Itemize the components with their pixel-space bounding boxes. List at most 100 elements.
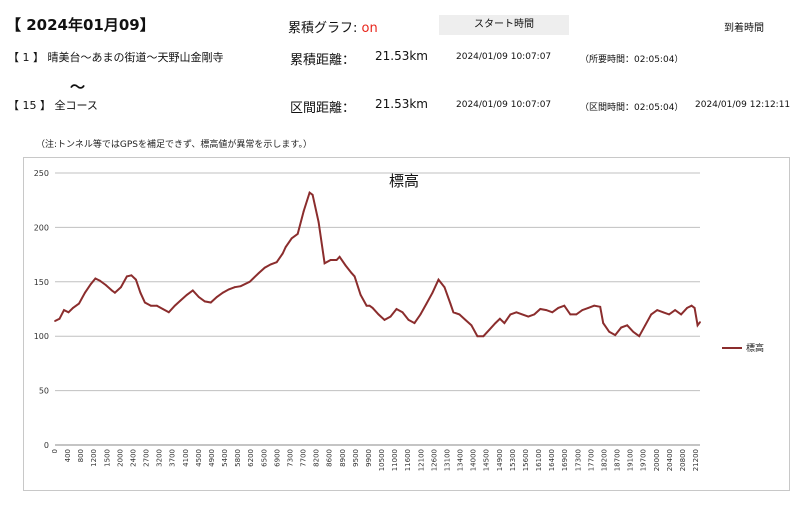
x-tick-label: 12100	[417, 449, 425, 471]
elevation-point	[470, 324, 473, 327]
section-distance-value: 21.53km	[375, 97, 428, 111]
elevation-point	[90, 283, 92, 285]
route-separator: ～	[70, 78, 86, 96]
elevation-point	[335, 259, 338, 261]
arrival-time-label: 到着時間	[724, 23, 764, 34]
y-tick-label: 200	[34, 223, 49, 232]
elevation-point	[350, 272, 353, 274]
x-tick-label: 6900	[273, 449, 281, 467]
elevation-point	[365, 304, 368, 307]
elevation-point	[263, 266, 266, 269]
x-tick-label: 0	[51, 449, 59, 453]
elevation-point	[84, 291, 86, 294]
x-tick-label: 13100	[443, 449, 451, 471]
segment2-start-time: 2024/01/09 10:07:07	[456, 100, 552, 110]
elevation-point	[191, 289, 194, 292]
elevation-point	[587, 307, 590, 309]
elevation-point	[248, 280, 251, 283]
elevation-point	[99, 279, 101, 282]
elevation-point	[120, 286, 122, 289]
elevation-point	[464, 319, 467, 321]
elevation-point	[575, 313, 578, 316]
x-tick-label: 16400	[548, 449, 556, 471]
elevation-point	[437, 278, 440, 281]
elevation-point	[401, 311, 404, 314]
elevation-point	[693, 307, 696, 309]
x-tick-label: 6500	[260, 449, 268, 467]
elevation-point	[608, 330, 611, 333]
elevation-point	[452, 311, 455, 314]
elevation-point	[338, 255, 341, 258]
elevation-point	[215, 296, 218, 298]
x-tick-label: 1200	[90, 449, 98, 467]
elevation-point	[63, 309, 65, 311]
elevation-point	[599, 305, 602, 308]
elevation-point	[221, 291, 224, 294]
elevation-point	[521, 313, 524, 316]
x-tick-label: 11000	[391, 449, 399, 471]
elevation-point	[257, 272, 260, 274]
elevation-point	[551, 311, 554, 314]
elevation-point	[680, 313, 682, 316]
elevation-point	[54, 320, 56, 322]
elevation-point	[150, 304, 152, 307]
elevation-point	[539, 308, 542, 310]
elevation-point	[114, 291, 116, 294]
elevation-point	[359, 294, 362, 296]
x-tick-label: 12600	[430, 449, 438, 471]
elevation-point	[650, 313, 653, 316]
elevation-point	[668, 313, 670, 316]
x-tick-label: 14500	[483, 449, 491, 471]
x-tick-label: 8200	[313, 449, 321, 467]
elevation-point	[329, 259, 332, 261]
segment1-route: 【 1 】 晴美台～あまの街道～天野山金剛寺	[8, 51, 224, 64]
elevation-point	[368, 304, 371, 307]
elevation-point	[353, 275, 356, 278]
elevation-point	[311, 193, 314, 196]
elevation-point	[419, 313, 422, 316]
elevation-point	[239, 285, 242, 288]
x-tick-label: 18700	[614, 449, 622, 471]
cumulative-graph-state: on	[361, 21, 378, 36]
x-tick-label: 17700	[587, 449, 595, 471]
elevation-point	[476, 335, 479, 338]
x-tick-label: 7300	[286, 449, 294, 467]
elevation-point	[515, 311, 518, 314]
segment1-start-time: 2024/01/09 10:07:07	[456, 52, 552, 62]
elevation-point	[203, 300, 206, 303]
trip-date: 【 2024年01月09】	[6, 16, 155, 34]
elevation-point	[78, 302, 80, 305]
x-tick-label: 13400	[457, 449, 465, 471]
x-tick-label: 6200	[247, 449, 255, 467]
elevation-point	[407, 319, 410, 321]
chart-title: 標高	[389, 172, 419, 190]
x-tick-label: 800	[77, 449, 85, 462]
start-time-button[interactable]: スタート時間	[439, 15, 569, 35]
x-tick-label: 8900	[339, 449, 347, 467]
elevation-series-line	[54, 190, 701, 338]
x-tick-label: 14000	[470, 449, 478, 471]
elevation-point	[581, 309, 584, 311]
x-tick-label: 11600	[404, 449, 412, 471]
elevation-point	[111, 289, 113, 292]
cumulative-graph-toggle[interactable]: 累積グラフ: on	[288, 17, 378, 36]
x-tick-label: 5400	[221, 449, 229, 467]
y-tick-label: 150	[34, 278, 49, 287]
elevation-point	[449, 302, 452, 305]
elevation-point	[323, 262, 326, 265]
elevation-point	[593, 304, 596, 307]
elevation-point	[144, 301, 146, 304]
elevation-point	[227, 288, 230, 291]
elevation-point	[58, 317, 61, 320]
x-tick-label: 4100	[182, 449, 190, 467]
elevation-point	[569, 313, 572, 316]
x-tick-label: 4900	[208, 449, 216, 467]
x-tick-label: 8600	[326, 449, 334, 467]
y-tick-label: 100	[34, 332, 49, 341]
elevation-point	[509, 313, 512, 316]
x-tick-label: 3700	[169, 449, 177, 467]
segment1-elapsed-time: （所要時間：02:05:04）	[580, 55, 684, 65]
x-tick-label: 2400	[129, 449, 137, 467]
y-tick-label: 0	[44, 441, 49, 450]
elevation-point	[620, 326, 623, 329]
